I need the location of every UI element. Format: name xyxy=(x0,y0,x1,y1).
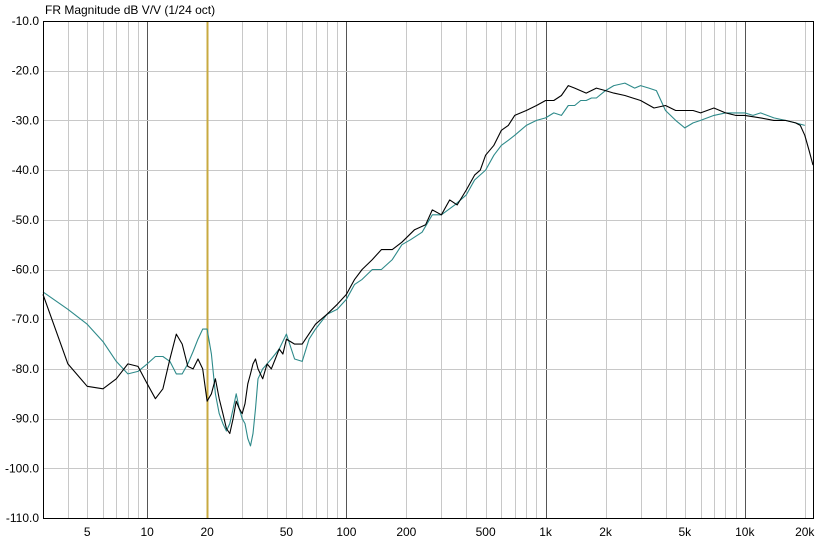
x-tick-label: 500 xyxy=(476,525,496,539)
y-tick-label: -80.0 xyxy=(12,362,40,376)
series-lines xyxy=(42,82,814,447)
chart-title: FR Magnitude dB V/V (1/24 oct) xyxy=(45,3,215,17)
plot-frame xyxy=(43,21,814,519)
x-tick-label: 1k xyxy=(539,525,553,539)
x-tick-label: 5 xyxy=(84,525,91,539)
x-axis-tick-labels: 5 10 20 50 100 200 500 1k 2k 5k 10k 20k xyxy=(84,525,816,539)
y-tick-label: -40.0 xyxy=(12,163,40,177)
x-tick-label: 100 xyxy=(336,525,356,539)
x-tick-label: 50 xyxy=(280,525,294,539)
y-tick-label: -110.0 xyxy=(6,511,39,525)
x-tick-label: 20k xyxy=(795,525,815,539)
series-line-1 xyxy=(42,85,814,435)
y-tick-label: -70.0 xyxy=(12,312,40,326)
x-tick-label: 20 xyxy=(200,525,214,539)
grid xyxy=(43,21,813,519)
y-tick-label: -100.0 xyxy=(5,461,39,475)
y-tick-label: -90.0 xyxy=(12,412,40,426)
y-tick-label: -60.0 xyxy=(12,263,40,277)
x-tick-label: 10 xyxy=(140,525,154,539)
y-tick-label: -30.0 xyxy=(12,113,40,127)
x-tick-label: 5k xyxy=(678,525,692,539)
x-tick-label: 10k xyxy=(735,525,755,539)
x-tick-label: 2k xyxy=(599,525,613,539)
x-tick-label: 200 xyxy=(396,525,416,539)
y-tick-label: -10.0 xyxy=(12,14,40,28)
y-tick-label: -50.0 xyxy=(12,213,40,227)
series-line-2 xyxy=(42,82,805,447)
y-tick-label: -20.0 xyxy=(12,64,40,78)
y-axis-tick-labels: -10.0 -20.0 -30.0 -40.0 -50.0 -60.0 -70.0 -80.0… xyxy=(5,14,39,525)
